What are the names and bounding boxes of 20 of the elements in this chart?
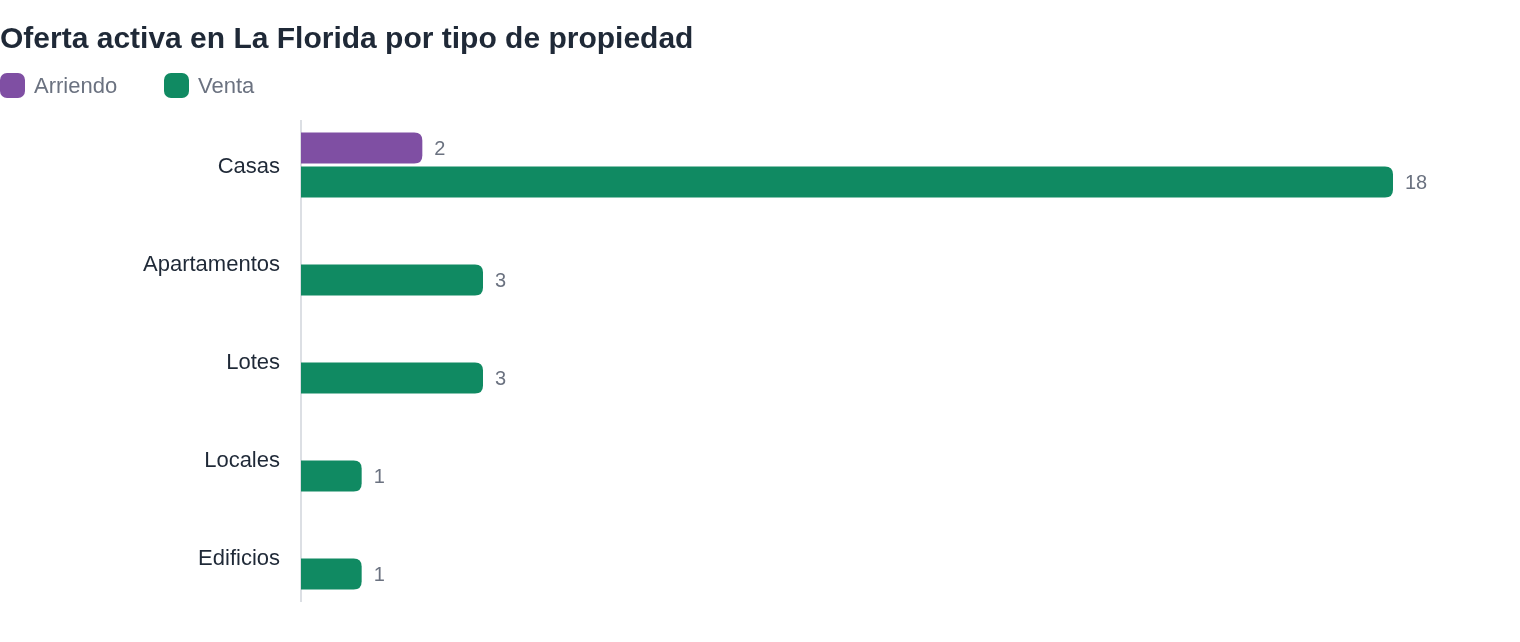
bar bbox=[301, 558, 362, 590]
y-tick-label: Edificios bbox=[198, 544, 280, 570]
data-label: 3 bbox=[495, 269, 507, 291]
y-tick-label: Lotes bbox=[226, 348, 280, 374]
y-tick-label: Casas bbox=[217, 152, 280, 178]
y-tick-label: Locales bbox=[204, 446, 280, 472]
data-label: 3 bbox=[495, 367, 507, 389]
bar bbox=[301, 460, 362, 492]
chart-title: Oferta activa en La Florida por tipo de propiedad bbox=[0, 21, 694, 54]
bar bbox=[301, 264, 483, 296]
legend-label: Venta bbox=[198, 72, 256, 98]
data-label: 2 bbox=[434, 137, 446, 159]
data-label: 18 bbox=[1405, 171, 1428, 193]
bar bbox=[301, 362, 483, 394]
data-label: 1 bbox=[373, 465, 385, 487]
data-label: 1 bbox=[373, 563, 385, 585]
bar bbox=[301, 132, 423, 164]
legend-label: Arriendo bbox=[34, 72, 118, 98]
bar bbox=[301, 166, 1393, 198]
y-tick-label: Apartamentos bbox=[143, 250, 280, 276]
